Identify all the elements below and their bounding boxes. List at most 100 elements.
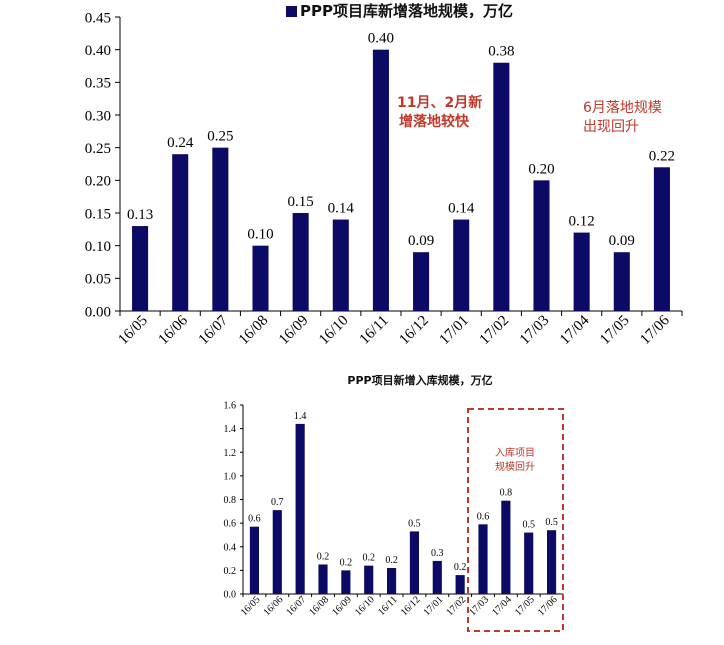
chart1-x-tick-label: 17/01 bbox=[437, 313, 472, 348]
chart1-x-tick-label: 17/03 bbox=[517, 313, 552, 348]
chart1-legend-swatch bbox=[286, 6, 297, 17]
chart-storage-scale: PPP项目新增入库规模，万亿 0.6 0.7 1.4 0.2 0.2 0.2 0.2 0.5 0… bbox=[224, 373, 564, 632]
chart2-x-tick-label: 16/05 bbox=[239, 594, 263, 618]
chart1-y-tick-label: 0.40 bbox=[85, 43, 111, 59]
chart2-highlight: 入库项目 规模回升 bbox=[467, 408, 564, 632]
chart1-y-tick-label: 0.20 bbox=[85, 174, 111, 190]
chart2-data-label: 0.5 bbox=[408, 518, 421, 529]
chart1-data-label: 0.25 bbox=[207, 129, 233, 145]
chart2-y-tick-label: 1.6 bbox=[224, 401, 237, 412]
chart2-data-label: 0.2 bbox=[385, 555, 398, 566]
chart2-title: PPP项目新增入库规模，万亿 bbox=[347, 373, 492, 387]
chart1-data-label: 0.14 bbox=[328, 201, 355, 217]
chart2-x-tick-label: 16/07 bbox=[284, 594, 308, 618]
chart1-data-label: 0.38 bbox=[488, 44, 514, 60]
chart1-y-tick-label: 0.05 bbox=[85, 272, 111, 288]
chart2-bar-17-04 bbox=[501, 500, 511, 594]
chart1-x-tick-label: 16/10 bbox=[316, 313, 351, 348]
chart2-y-tick-labels: 0.0 0.2 0.4 0.6 0.8 1.0 1.2 1.4 1.6 bbox=[224, 401, 237, 601]
chart1-bar-17-05 bbox=[613, 252, 630, 311]
chart2-x-tick-label: 16/12 bbox=[399, 594, 423, 618]
chart2-x-tick-label: 16/10 bbox=[353, 594, 377, 618]
chart2-axes bbox=[240, 404, 564, 597]
chart1-annotation-2-line-1: 6月落地规模 bbox=[583, 100, 662, 116]
chart2-bar-17-01 bbox=[432, 560, 442, 594]
chart1-bar-16-12 bbox=[413, 252, 430, 311]
chart2-data-label: 0.8 bbox=[500, 488, 513, 499]
chart2-data-label: 0.6 bbox=[477, 511, 490, 522]
chart2-data-label: 0.7 bbox=[271, 497, 284, 508]
chart1-bar-16-11 bbox=[372, 49, 389, 312]
chart2-highlight-box bbox=[467, 408, 564, 632]
chart2-x-tick-label: 16/09 bbox=[330, 594, 354, 618]
chart2-data-label: 1.4 bbox=[294, 411, 307, 422]
chart1-bar-16-10 bbox=[332, 219, 349, 311]
chart1-y-tick-label: 0.25 bbox=[85, 141, 111, 157]
chart1-x-tick-label: 16/11 bbox=[357, 313, 392, 348]
chart1-y-tick-label: 0.35 bbox=[85, 76, 111, 92]
chart2-y-tick-label: 1.2 bbox=[224, 448, 237, 459]
chart2-data-label: 0.2 bbox=[340, 557, 353, 568]
chart2-x-tick-label: 17/02 bbox=[444, 594, 468, 618]
chart1-bar-17-06 bbox=[653, 167, 670, 311]
chart-landing-scale: 0.13 0.24 0.25 0.10 0.15 0.14 0.40 0.09 0.14 0.38… bbox=[85, 2, 683, 348]
chart1-y-tick-label: 0.45 bbox=[85, 10, 111, 26]
chart2-data-label: 0.3 bbox=[431, 548, 444, 559]
chart1-bar-16-09 bbox=[292, 213, 309, 311]
chart2-bar-16-12 bbox=[409, 531, 419, 594]
chart1-x-tick-label: 17/02 bbox=[477, 313, 512, 348]
chart2-y-tick-label: 1.4 bbox=[224, 424, 237, 435]
chart1-y-tick-label: 0.30 bbox=[85, 108, 111, 124]
chart1-data-labels: 0.13 0.24 0.25 0.10 0.15 0.14 0.40 0.09 0.14 0.38… bbox=[127, 31, 675, 250]
chart1-y-tick-label: 0.10 bbox=[85, 239, 111, 255]
chart2-bar-16-06 bbox=[272, 510, 282, 594]
chart2-y-tick-label: 0.2 bbox=[224, 566, 237, 577]
chart2-bar-17-05 bbox=[524, 532, 534, 594]
chart1-bar-17-03 bbox=[533, 180, 550, 311]
chart2-bar-17-02 bbox=[455, 575, 465, 594]
chart2-data-label: 0.2 bbox=[362, 553, 375, 564]
chart2-bars bbox=[249, 423, 557, 594]
chart2-x-tick-label: 16/11 bbox=[376, 594, 400, 618]
chart1-annotation-1: 11月、2月新 增落地较快 bbox=[397, 94, 482, 130]
chart2-x-tick-label: 17/06 bbox=[536, 594, 560, 618]
chart1-annotation-1-line-2: 增落地较快 bbox=[399, 113, 470, 130]
chart1-data-label: 0.10 bbox=[247, 227, 273, 243]
chart1-data-label: 0.24 bbox=[167, 135, 194, 151]
chart1-data-label: 0.40 bbox=[368, 31, 394, 47]
chart1-x-tick-labels: 16/05 16/06 16/07 16/08 16/09 16/10 16/11 16/12… bbox=[115, 312, 673, 348]
chart1-bar-17-02 bbox=[493, 62, 510, 311]
chart2-y-tick-label: 0.0 bbox=[224, 590, 237, 601]
chart1-annotation-2-line-2: 出现回升 bbox=[583, 119, 639, 135]
chart2-data-label: 0.2 bbox=[454, 562, 467, 573]
chart1-bar-17-04 bbox=[573, 232, 590, 311]
chart1-bars bbox=[132, 49, 670, 312]
chart1-y-tick-labels: 0.00 0.05 0.10 0.15 0.20 0.25 0.30 0.35 0.40 0.45 bbox=[85, 10, 111, 320]
chart1-data-label: 0.13 bbox=[127, 207, 153, 223]
chart1-bar-16-08 bbox=[252, 245, 269, 311]
chart2-y-tick-label: 0.8 bbox=[224, 495, 237, 506]
chart2-y-tick-label: 0.4 bbox=[224, 542, 237, 553]
chart1-bar-16-07 bbox=[212, 147, 229, 311]
chart1-data-label: 0.15 bbox=[288, 194, 314, 210]
chart1-y-tick-label: 0.15 bbox=[85, 206, 111, 222]
chart1-axes bbox=[115, 16, 683, 316]
chart1-annotation-1-line-1: 11月、2月新 bbox=[397, 94, 482, 111]
chart2-x-tick-label: 17/03 bbox=[467, 594, 491, 618]
chart1-x-tick-label: 17/06 bbox=[637, 312, 673, 348]
chart1-y-tick-label: 0.00 bbox=[85, 304, 111, 320]
chart1-bar-17-01 bbox=[453, 219, 470, 311]
chart2-bar-16-10 bbox=[364, 565, 374, 594]
chart2-data-labels: 0.6 0.7 1.4 0.2 0.2 0.2 0.2 0.5 0.3 0.2 0.6 0.8 0.5 0… bbox=[248, 411, 558, 573]
chart2-highlight-line-1: 入库项目 bbox=[495, 446, 535, 459]
chart2-data-label: 0.5 bbox=[522, 520, 535, 531]
chart1-annotation-2: 6月落地规模 出现回升 bbox=[583, 100, 662, 135]
chart2-bar-16-05 bbox=[249, 526, 259, 594]
chart2-x-tick-label: 17/05 bbox=[513, 594, 537, 618]
chart2-highlight-line-2: 规模回升 bbox=[495, 460, 535, 473]
chart1-legend-label: PPP项目库新增落地规模，万亿 bbox=[300, 2, 513, 20]
chart1-x-tick-label: 16/12 bbox=[396, 313, 431, 348]
chart1-data-label: 0.22 bbox=[649, 148, 675, 164]
